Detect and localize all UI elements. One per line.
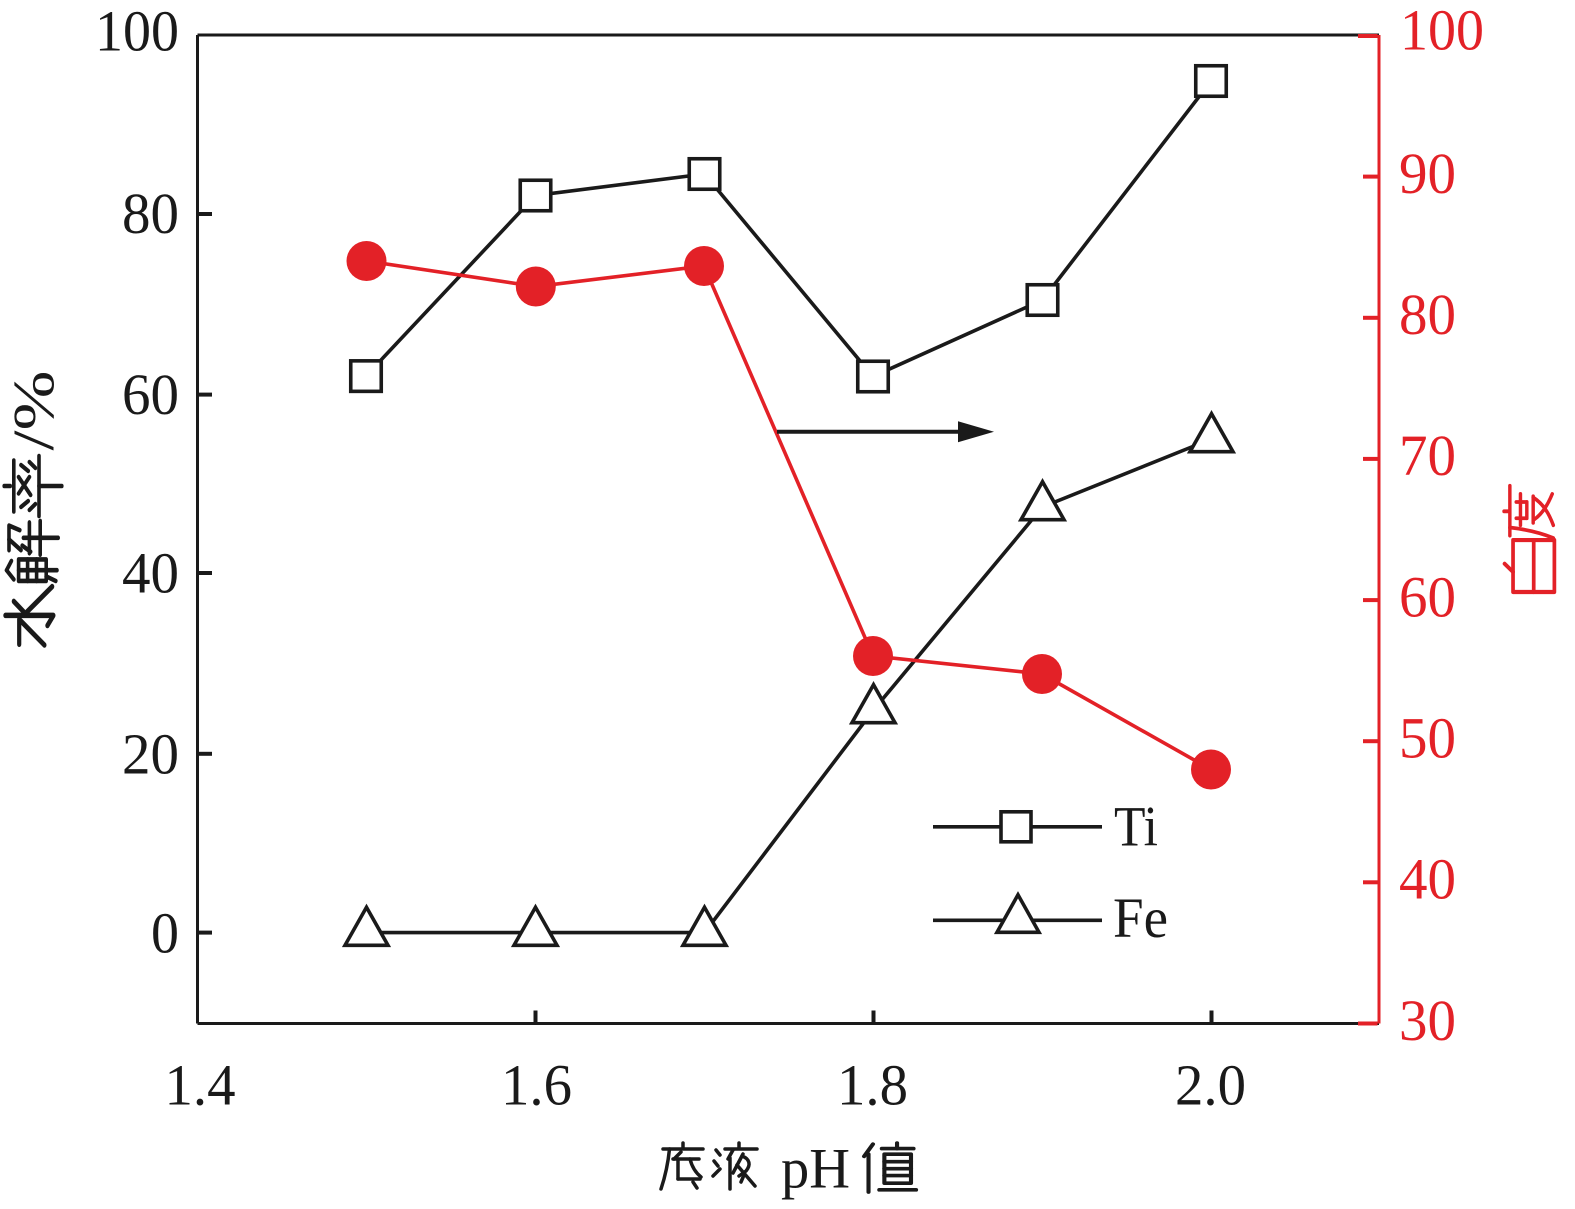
svg-text:/%: /% <box>1 371 66 451</box>
svg-text:50: 50 <box>1399 706 1456 771</box>
svg-text:Ti: Ti <box>1114 796 1158 859</box>
svg-text:1.8: 1.8 <box>837 1052 908 1117</box>
svg-text:40: 40 <box>1399 847 1456 912</box>
svg-text:40: 40 <box>122 541 179 606</box>
svg-text:100: 100 <box>95 0 179 64</box>
svg-text:30: 30 <box>1399 988 1456 1053</box>
svg-text:2.0: 2.0 <box>1175 1052 1246 1117</box>
svg-text:60: 60 <box>122 362 179 427</box>
svg-text:1.6: 1.6 <box>501 1052 572 1117</box>
svg-text:70: 70 <box>1399 423 1456 488</box>
svg-text:pH: pH <box>781 1138 850 1201</box>
svg-text:20: 20 <box>122 721 179 786</box>
svg-text:1.4: 1.4 <box>165 1052 236 1117</box>
svg-text:90: 90 <box>1399 141 1456 206</box>
svg-text:Fe: Fe <box>1113 887 1168 950</box>
svg-text:60: 60 <box>1399 564 1456 629</box>
svg-text:100: 100 <box>1400 0 1484 62</box>
svg-text:80: 80 <box>1399 282 1456 347</box>
svg-text:80: 80 <box>122 181 179 246</box>
svg-text:0: 0 <box>151 901 179 966</box>
